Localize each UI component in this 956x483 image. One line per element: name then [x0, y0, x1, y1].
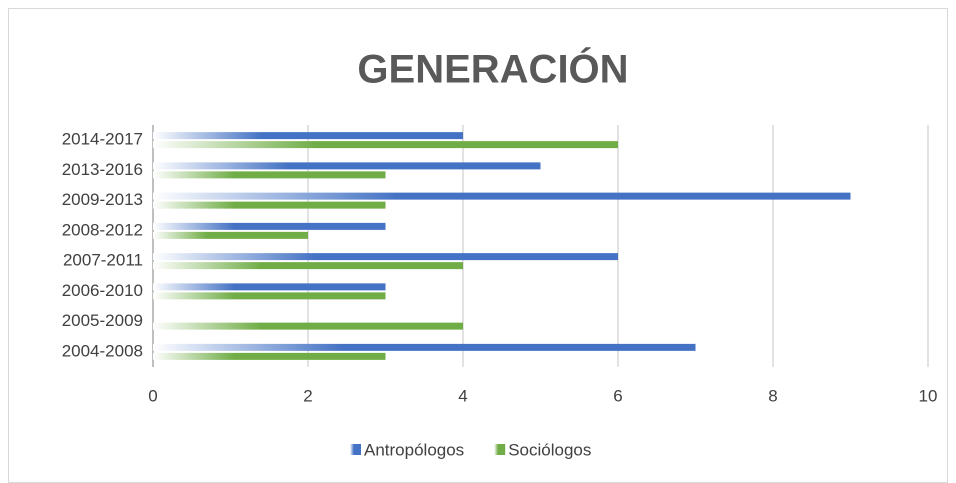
bar — [153, 222, 386, 230]
bar — [153, 201, 386, 209]
x-tick-label: 0 — [148, 386, 157, 405]
bar — [153, 231, 308, 239]
bar — [153, 253, 618, 261]
y-tick-label: 2007-2011 — [63, 251, 143, 270]
x-tick-label: 6 — [613, 386, 622, 405]
legend-swatch — [350, 444, 361, 455]
bar — [153, 322, 463, 330]
y-tick-label: 2004-2008 — [62, 341, 143, 360]
x-tick-label: 4 — [458, 386, 467, 405]
x-tick-label: 2 — [303, 386, 312, 405]
bar — [153, 292, 386, 300]
bar — [153, 343, 696, 351]
chart-title: GENERACIÓN — [357, 46, 628, 92]
legend-swatch — [494, 444, 506, 455]
legend-label: Sociólogos — [508, 440, 591, 459]
bar — [153, 171, 386, 179]
bar — [153, 192, 851, 200]
x-tick-label: 10 — [919, 386, 938, 405]
bar — [153, 132, 463, 140]
legend-label: Antropólogos — [364, 440, 464, 459]
y-tick-label: 2008-2012 — [62, 220, 143, 239]
bar — [153, 162, 541, 170]
y-tick-label: 2014-2017 — [62, 130, 143, 149]
y-tick-label: 2013-2016 — [62, 160, 143, 179]
y-tick-label: 2005-2009 — [62, 311, 143, 330]
bar — [153, 283, 386, 291]
y-tick-label: 2006-2010 — [62, 281, 143, 300]
bar — [153, 262, 463, 270]
y-tick-label: 2009-2013 — [62, 190, 143, 209]
bar — [153, 141, 618, 149]
bar — [153, 352, 386, 360]
chart-border — [8, 8, 948, 483]
x-tick-label: 8 — [768, 386, 777, 405]
